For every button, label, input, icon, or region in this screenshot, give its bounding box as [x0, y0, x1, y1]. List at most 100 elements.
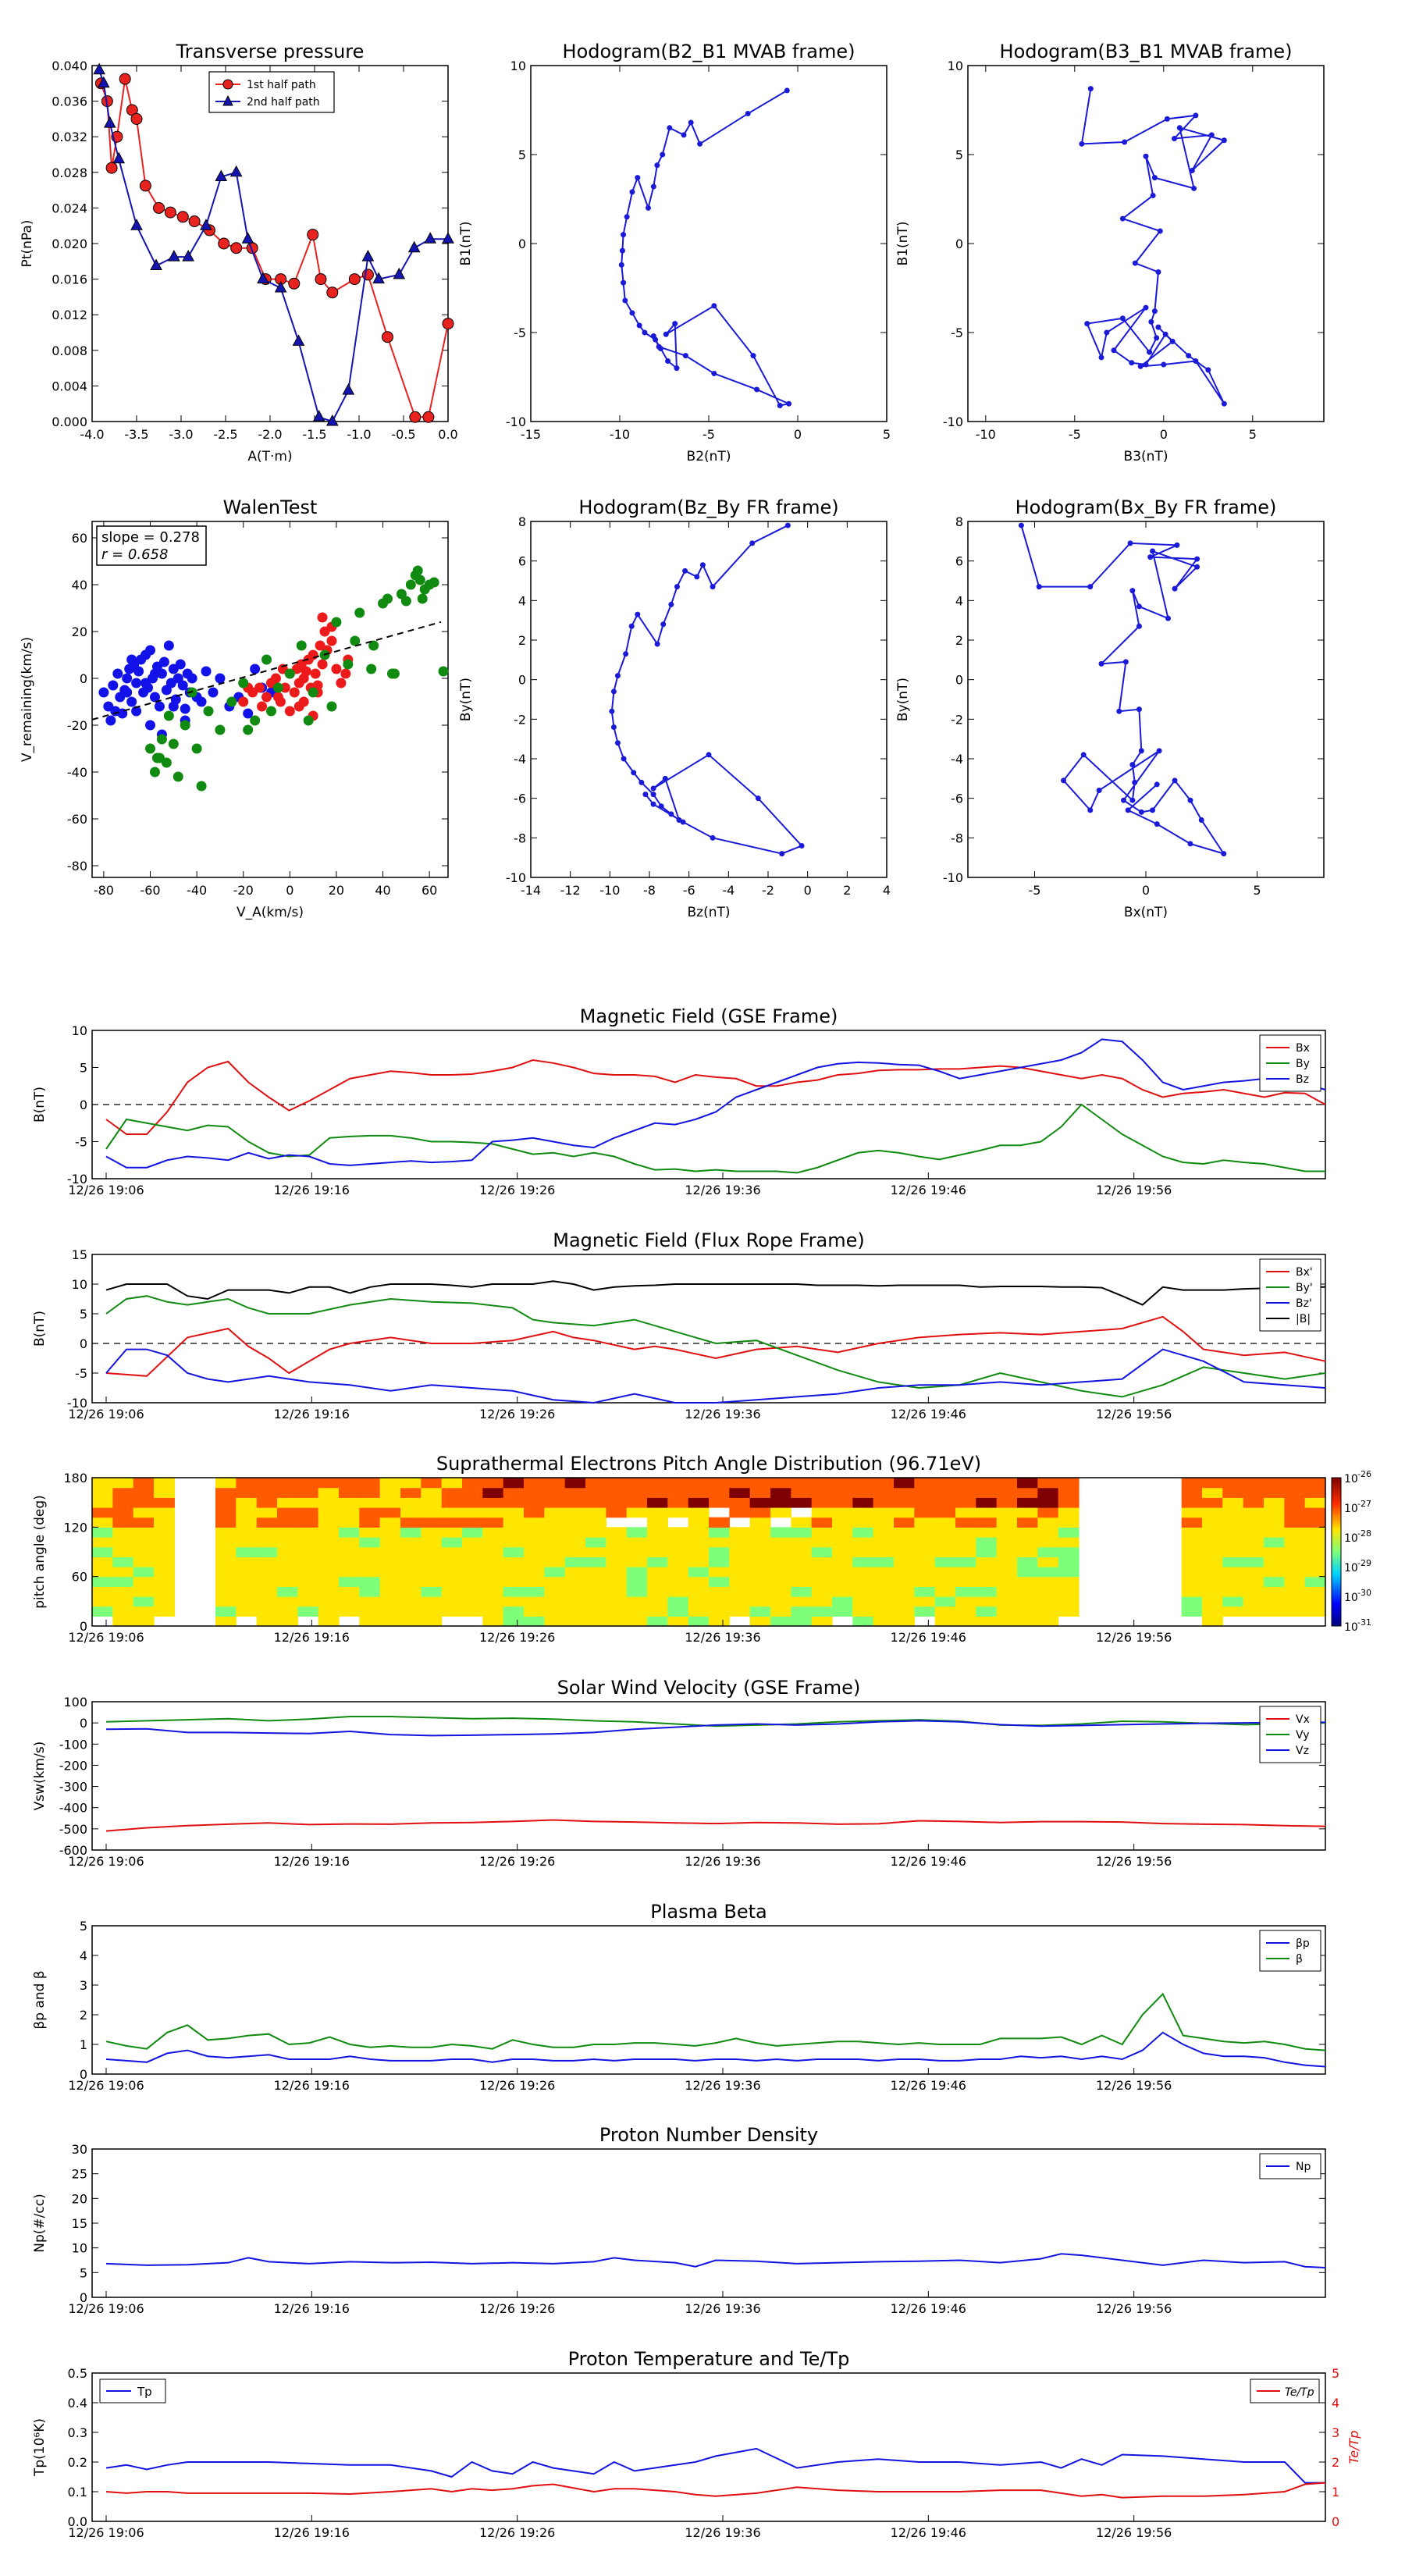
h3-point — [642, 792, 649, 798]
walen-xtick-label: 60 — [422, 883, 437, 898]
h3-point — [674, 584, 680, 590]
ts_mag_gse-series-2 — [105, 1038, 1326, 1169]
pad-cell — [359, 1606, 381, 1617]
pt-xtick-label: -0.5 — [391, 427, 415, 442]
pad-cell — [441, 1478, 463, 1489]
pad-cell — [832, 1586, 853, 1597]
pad-cell — [1264, 1527, 1285, 1538]
walen-point-green — [400, 596, 411, 607]
ts_vsw-ytick-label: -600 — [59, 1843, 87, 1858]
pad-cell — [873, 1537, 895, 1548]
h1-title: Hodogram(B2_B1 MVAB frame) — [563, 41, 855, 62]
pad-cell — [215, 1557, 237, 1567]
pad-cell — [154, 1586, 175, 1597]
h4-point — [1116, 708, 1122, 714]
pad-cell — [339, 1507, 360, 1518]
pad-cell — [1181, 1487, 1203, 1498]
pad-cell — [400, 1497, 422, 1508]
pad-cell — [112, 1497, 134, 1508]
pad-cell — [215, 1586, 237, 1597]
walen-point-green — [149, 767, 160, 777]
h4-ytick-label: -8 — [951, 831, 963, 845]
pad-cell — [585, 1557, 606, 1567]
walen-point-blue — [201, 666, 212, 677]
pad-cell — [852, 1546, 874, 1557]
pad-cell — [256, 1527, 278, 1538]
pad-cell — [1037, 1586, 1059, 1597]
pad-cell — [462, 1576, 483, 1587]
pad-cell — [400, 1557, 422, 1567]
h2-ytick-label: 0 — [955, 237, 963, 251]
pad-cell — [92, 1527, 113, 1538]
pad-cell — [914, 1517, 936, 1528]
pt-point — [130, 112, 143, 125]
pad-cell — [256, 1537, 278, 1548]
pad-cell — [832, 1487, 853, 1498]
h1-xtick-label: -10 — [610, 427, 630, 442]
ts_tp-ytick-label: 0.5 — [68, 2366, 87, 2381]
ts_tp-y2tick-label: 0 — [1332, 2514, 1339, 2529]
pad-cell — [1284, 1557, 1306, 1567]
pad-cell — [482, 1606, 504, 1617]
ts_beta-ytick-label: 2 — [80, 2008, 87, 2023]
pad-cell — [421, 1557, 443, 1567]
ts_beta-plot-frame — [91, 1925, 1326, 2075]
pt-point — [307, 229, 319, 241]
pad-cell — [441, 1537, 463, 1548]
walen-point-blue — [126, 696, 137, 707]
h3-xtick-label: -6 — [683, 883, 695, 898]
h2-point — [1155, 269, 1161, 275]
pad-cell — [318, 1487, 340, 1498]
pad-cell — [112, 1606, 134, 1617]
pad-cell — [873, 1517, 895, 1528]
walen-ytick-label: 40 — [72, 578, 87, 592]
pad-cell — [379, 1567, 401, 1578]
pad-cell — [564, 1487, 586, 1498]
pad-cell — [441, 1487, 463, 1498]
h2-point — [1164, 116, 1170, 122]
pad-cell — [1222, 1546, 1244, 1557]
h2-point — [1205, 367, 1211, 373]
h3-series-line-0 — [610, 525, 803, 855]
pad-cell — [462, 1527, 483, 1538]
pad-cell — [626, 1596, 648, 1607]
pad-cell — [236, 1546, 258, 1557]
walen-point-blue — [168, 701, 179, 712]
pad-cell — [1222, 1576, 1244, 1587]
pad-cell — [339, 1576, 360, 1587]
pad-cell — [564, 1586, 586, 1597]
pad-ylabel: pitch angle (deg) — [32, 1495, 48, 1609]
pad-cell — [606, 1497, 628, 1508]
pad-cell — [339, 1546, 360, 1557]
pad-cell — [996, 1546, 1018, 1557]
pad-cell — [215, 1567, 237, 1578]
pad-cell — [215, 1596, 237, 1607]
h1-point — [777, 402, 783, 408]
h4-ytick-label: -4 — [951, 752, 963, 767]
pad-cell — [256, 1586, 278, 1597]
h2-point — [1137, 363, 1144, 369]
ts_mag_gse-ylabel: B(nT) — [32, 1087, 48, 1123]
ts_np-ytick-label: 30 — [72, 2142, 87, 2157]
h3-point — [799, 842, 805, 849]
pad-cell — [400, 1537, 422, 1548]
pad-cell — [1264, 1576, 1285, 1587]
walen-point-blue — [208, 687, 219, 698]
pad-cell — [585, 1527, 606, 1538]
pad-cell — [297, 1576, 319, 1587]
walen-point-blue — [156, 668, 167, 679]
pad-cell — [1243, 1546, 1264, 1557]
pad-cell — [462, 1596, 483, 1607]
pad-cell — [154, 1478, 175, 1489]
pad-cell — [647, 1497, 668, 1508]
pt-point — [164, 206, 176, 219]
walen-point-green — [412, 565, 423, 576]
walen-point-red — [317, 612, 328, 623]
pt-point — [326, 286, 339, 299]
walen-xtick-label: -60 — [140, 883, 160, 898]
ts_mag_fr-xtick-label: 12/26 19:46 — [891, 1407, 966, 1421]
ts_np-xtick-label: 12/26 19:26 — [479, 2301, 555, 2316]
ts_mag_gse-ytick-label: -5 — [75, 1135, 87, 1150]
pad-cell — [503, 1586, 525, 1597]
